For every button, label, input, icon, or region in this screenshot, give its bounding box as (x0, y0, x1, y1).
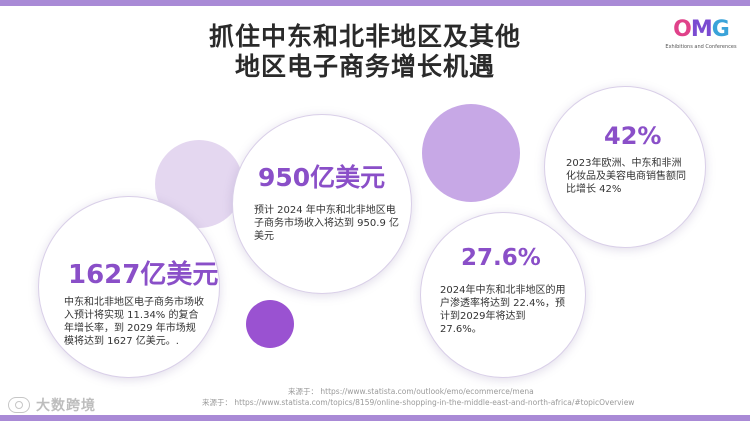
stat-circle-3 (420, 212, 586, 378)
title-line-2: 地区电子商务增长机遇 (234, 52, 495, 81)
source-label-2: 来源于： (202, 398, 232, 407)
logo-mark: OMG (673, 17, 730, 42)
stat-1-value: 1627亿美元 (68, 260, 219, 290)
watermark: 大数跨境 (8, 395, 96, 415)
title-line-1: 抓住中东和北非地区及其他 (208, 22, 521, 51)
slide-title: 抓住中东和北非地区及其他 地区电子商务增长机遇 (0, 22, 730, 82)
top-accent-bar (0, 0, 750, 6)
stat-1-description: 中东和北非地区电子商务市场收入预计将实现 11.34% 的复合年增长率，到 20… (64, 297, 204, 347)
stat-3-value: 27.6% (461, 245, 541, 271)
bottom-accent-bar (0, 415, 750, 421)
stat-2-value: 950亿美元 (258, 163, 386, 192)
stat-circle-2 (232, 114, 412, 294)
stat-4-description: 2023年欧洲、中东和非洲化妆品及美容电商销售额同比增长 42% (566, 158, 686, 195)
stat-4-value: 42% (604, 122, 662, 150)
watermark-logo-icon (8, 397, 30, 413)
source-label-1: 来源于： (288, 387, 318, 396)
stat-2-description: 预计 2024 年中东和北非地区电子商务市场收入将达到 950.9 亿美元 (254, 205, 399, 242)
stat-circle-4 (544, 86, 706, 248)
source-url-1[interactable]: https://www.statista.com/outlook/emo/eco… (320, 387, 534, 396)
stat-3-description: 2024年中东和北非地区的用户渗透率将达到 22.4%，预计到2029年将达到 … (440, 285, 566, 335)
decorative-circle-dark (246, 300, 294, 348)
omg-logo: OMG Exhibitions and Conferences (665, 17, 737, 51)
watermark-text: 大数跨境 (36, 398, 96, 414)
logo-subtitle: Exhibitions and Conferences (665, 44, 737, 50)
stat-circle-1 (38, 196, 220, 378)
decorative-circle-mid (422, 104, 520, 202)
source-line-1: 来源于： https://www.statista.com/outlook/em… (288, 386, 534, 397)
source-line-2: 来源于： https://www.statista.com/topics/815… (202, 397, 634, 408)
source-url-2[interactable]: https://www.statista.com/topics/8159/onl… (234, 398, 635, 407)
